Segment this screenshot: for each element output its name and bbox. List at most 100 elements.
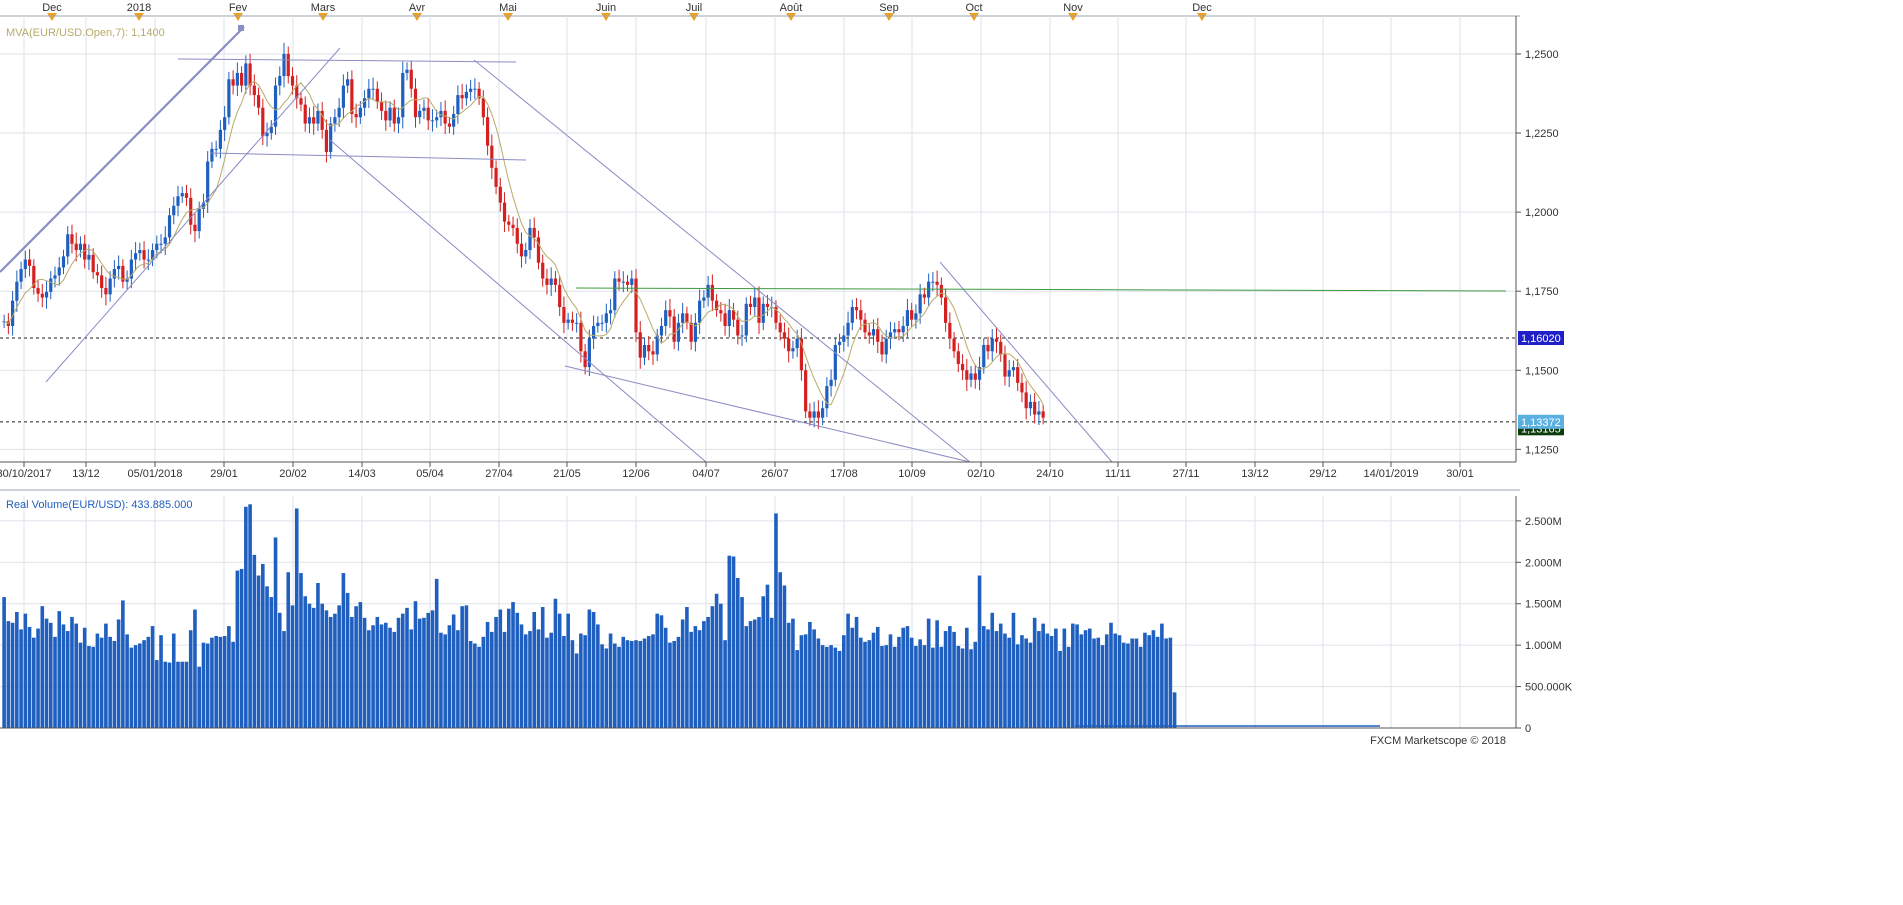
candle-body[interactable]	[269, 126, 273, 134]
candle-body[interactable]	[787, 338, 791, 352]
volume-bar[interactable]	[697, 630, 702, 728]
candle-body[interactable]	[575, 322, 579, 324]
volume-bar[interactable]	[1087, 628, 1092, 728]
volume-bar[interactable]	[600, 644, 604, 728]
candle-body[interactable]	[44, 291, 49, 298]
candle-body[interactable]	[536, 237, 541, 263]
candle-body[interactable]	[638, 332, 642, 358]
resistance-line-top[interactable]	[177, 58, 517, 63]
candle-body[interactable]	[973, 373, 977, 380]
recent-downtrend-line[interactable]	[939, 261, 1113, 463]
candle-body[interactable]	[1016, 367, 1020, 383]
candle-body[interactable]	[163, 237, 167, 244]
candle-body[interactable]	[507, 221, 511, 225]
candle-body[interactable]	[214, 148, 218, 150]
volume-bar[interactable]	[405, 607, 409, 728]
volume-bar[interactable]	[948, 626, 952, 728]
volume-bar[interactable]	[210, 637, 214, 728]
volume-bar[interactable]	[1011, 612, 1016, 728]
volume-bar[interactable]	[846, 613, 850, 728]
volume-bar[interactable]	[167, 662, 172, 728]
volume-bar[interactable]	[574, 653, 579, 728]
candle-body[interactable]	[689, 322, 693, 342]
candle-body[interactable]	[83, 243, 87, 260]
event-marker-icon[interactable]	[233, 13, 243, 21]
volume-bar[interactable]	[273, 537, 278, 728]
volume-bar[interactable]	[842, 635, 846, 728]
candle-body[interactable]	[939, 284, 943, 298]
candle-body[interactable]	[706, 284, 710, 298]
candle-body[interactable]	[413, 88, 418, 118]
volume-bar[interactable]	[1024, 638, 1028, 728]
candle-body[interactable]	[761, 303, 765, 323]
volume-bar[interactable]	[27, 626, 32, 728]
candle-body[interactable]	[11, 300, 15, 326]
candle-body[interactable]	[290, 76, 295, 86]
volume-bar[interactable]	[261, 563, 265, 728]
candle-body[interactable]	[133, 253, 138, 260]
event-marker-icon[interactable]	[503, 13, 513, 21]
volume-bar[interactable]	[188, 630, 193, 728]
volume-bar[interactable]	[354, 606, 358, 728]
volume-bar[interactable]	[935, 620, 939, 728]
volume-bar[interactable]	[61, 624, 66, 728]
candle-body[interactable]	[986, 344, 990, 352]
trendline-handle-icon[interactable]	[238, 25, 244, 31]
volume-bar[interactable]	[214, 636, 218, 728]
volume-bar[interactable]	[468, 641, 473, 728]
candle-body[interactable]	[1011, 367, 1016, 371]
volume-bar[interactable]	[532, 612, 537, 728]
candle-body[interactable]	[405, 69, 409, 73]
volume-bar[interactable]	[392, 631, 397, 728]
volume-bar[interactable]	[464, 605, 469, 728]
candle-body[interactable]	[905, 310, 910, 326]
candle-body[interactable]	[452, 114, 456, 127]
candle-body[interactable]	[791, 348, 795, 352]
volume-bar[interactable]	[176, 661, 180, 728]
volume-bar[interactable]	[494, 616, 498, 728]
candle-body[interactable]	[519, 243, 524, 257]
candle-body[interactable]	[15, 281, 19, 301]
candle-body[interactable]	[553, 278, 558, 285]
volume-bar[interactable]	[1113, 633, 1118, 728]
volume-bar[interactable]	[6, 621, 11, 728]
volume-bar[interactable]	[333, 613, 337, 728]
volume-bar[interactable]	[922, 645, 927, 728]
candle-body[interactable]	[613, 278, 617, 311]
volume-bar[interactable]	[358, 602, 363, 728]
candle-body[interactable]	[685, 313, 689, 323]
candle-body[interactable]	[176, 196, 180, 206]
candle-body[interactable]	[804, 370, 808, 412]
candle-body[interactable]	[625, 281, 630, 285]
volume-bar[interactable]	[15, 612, 19, 728]
candle-body[interactable]	[579, 322, 583, 352]
volume-bar[interactable]	[1062, 628, 1067, 728]
candle-body[interactable]	[876, 329, 880, 342]
volume-bar[interactable]	[685, 607, 689, 728]
candle-body[interactable]	[53, 275, 57, 279]
candle-body[interactable]	[604, 313, 608, 323]
candle-body[interactable]	[498, 186, 502, 203]
volume-bar[interactable]	[909, 637, 914, 728]
volume-bar[interactable]	[710, 606, 715, 728]
candle-body[interactable]	[197, 208, 201, 232]
volume-bar[interactable]	[820, 645, 825, 728]
candle-body[interactable]	[549, 278, 553, 285]
candle-body[interactable]	[66, 234, 70, 257]
volume-bar[interactable]	[875, 626, 880, 728]
candle-body[interactable]	[223, 117, 227, 130]
candle-body[interactable]	[897, 329, 901, 333]
volume-bar[interactable]	[744, 626, 749, 728]
event-marker-icon[interactable]	[47, 13, 57, 21]
volume-bar[interactable]	[1066, 646, 1071, 728]
candle-body[interactable]	[943, 297, 948, 323]
volume-bar[interactable]	[511, 602, 515, 728]
volume-bar[interactable]	[519, 624, 524, 728]
candle-body[interactable]	[969, 373, 973, 380]
event-marker-icon[interactable]	[318, 13, 328, 21]
volume-bar[interactable]	[506, 608, 511, 728]
candle-body[interactable]	[371, 88, 375, 90]
volume-bar[interactable]	[299, 573, 303, 728]
volume-bar[interactable]	[244, 506, 248, 728]
candle-body[interactable]	[70, 234, 74, 244]
